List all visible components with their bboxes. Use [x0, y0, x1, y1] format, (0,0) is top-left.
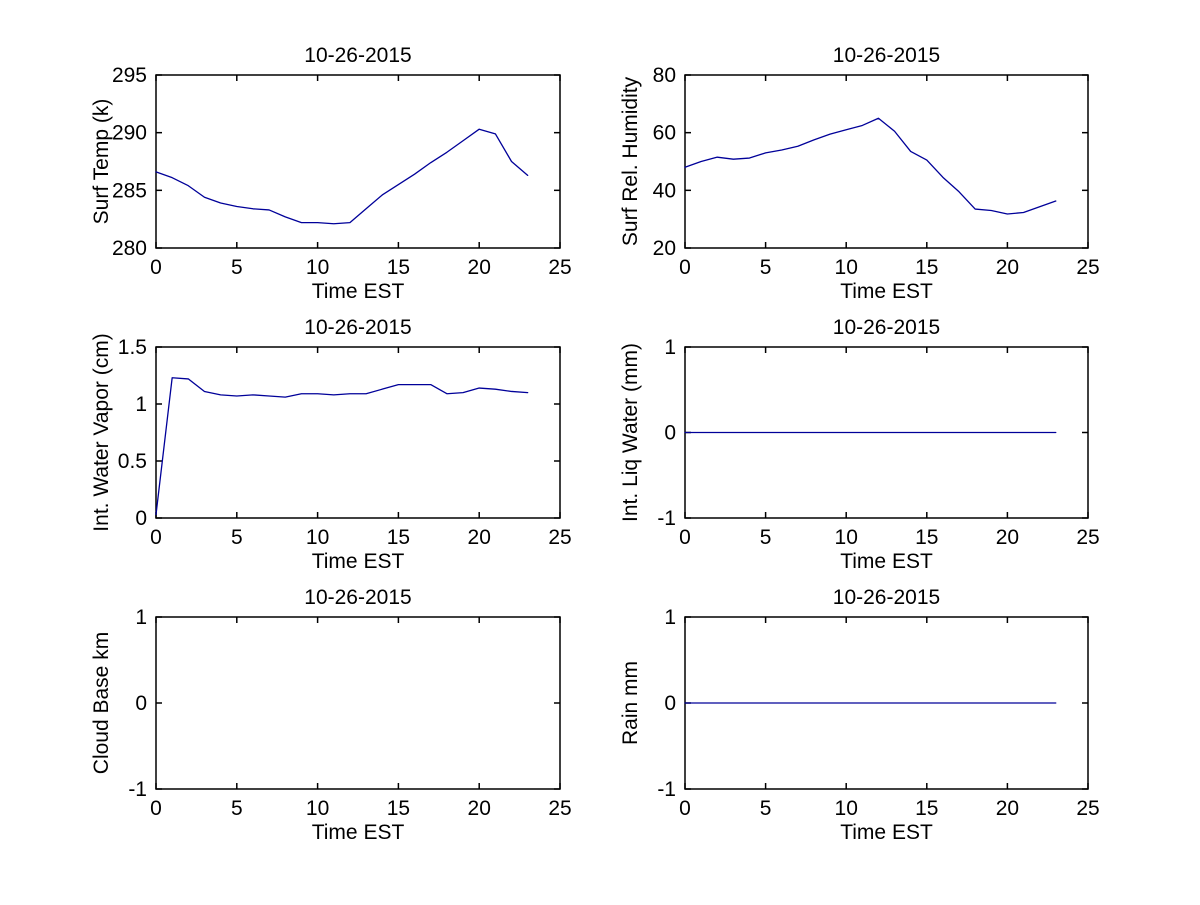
y-tick-label: 0: [664, 422, 676, 445]
axes-box: [155, 74, 561, 249]
x-tick-label: 5: [760, 797, 772, 820]
y-tick-label: 60: [653, 122, 676, 145]
x-tick-label: 10: [835, 526, 858, 549]
y-tick-label: 285: [112, 179, 147, 202]
x-tick-label: 10: [306, 797, 329, 820]
y-tick-label: 1.5: [118, 336, 147, 359]
y-tick-label: 280: [112, 237, 147, 260]
subplot-title: 10-26-2015: [833, 316, 940, 339]
x-tick-label: 20: [468, 797, 491, 820]
x-tick-label: 15: [915, 526, 938, 549]
y-tick-label: -1: [657, 778, 676, 801]
subplot-int-liq-water: 10-26-2015 Time EST Int. Liq Water (mm) 0 5 1…: [619, 316, 1100, 573]
x-tick-label: 15: [915, 797, 938, 820]
y-tick-label: 290: [112, 122, 147, 145]
y-tick-label: -1: [657, 507, 676, 530]
x-tick-label: 5: [760, 526, 772, 549]
x-tick-label: 25: [548, 526, 571, 549]
y-tick-label: 0: [135, 507, 147, 530]
x-tick-label: 5: [231, 256, 243, 279]
x-tick-label: 25: [548, 797, 571, 820]
y-axis-label: Int. Water Vapor (cm): [90, 333, 113, 531]
x-tick-label: 15: [387, 256, 410, 279]
y-tick-label: 0.5: [118, 450, 147, 473]
subplot-surf-temp: 10-26-2015 Time EST Surf Temp (k) 0 5 10 15 20 2…: [90, 44, 572, 303]
y-axis-label: Surf Rel. Humidity: [619, 76, 642, 246]
x-tick-label: 20: [996, 526, 1019, 549]
y-tick-label: 1: [135, 393, 147, 416]
x-tick-label: 20: [996, 256, 1019, 279]
x-tick-label: 0: [150, 526, 162, 549]
x-axis-label: Time EST: [312, 821, 405, 844]
x-tick-label: 10: [306, 256, 329, 279]
y-tick-label: 20: [653, 237, 676, 260]
y-axis-label: Rain mm: [619, 661, 642, 745]
data-line-surf-temp: [155, 128, 529, 225]
y-tick-label: 295: [112, 64, 147, 87]
subplot-title: 10-26-2015: [833, 44, 940, 67]
x-tick-label: 25: [548, 256, 571, 279]
y-tick-label: 80: [653, 64, 676, 87]
x-axis-label: Time EST: [840, 821, 933, 844]
subplot-title: 10-26-2015: [304, 586, 411, 609]
x-tick-label: 5: [760, 256, 772, 279]
x-tick-label: 20: [468, 526, 491, 549]
subplot-title: 10-26-2015: [304, 316, 411, 339]
x-axis-label: Time EST: [312, 550, 405, 573]
subplot-title: 10-26-2015: [304, 44, 411, 67]
y-axis-label: Surf Temp (k): [90, 99, 113, 225]
axes-box: [155, 346, 561, 519]
x-tick-label: 25: [1076, 797, 1099, 820]
x-tick-label: 25: [1076, 256, 1099, 279]
x-tick-label: 20: [468, 256, 491, 279]
x-tick-label: 0: [150, 256, 162, 279]
y-tick-label: 40: [653, 179, 676, 202]
axes-box: [684, 74, 1089, 249]
x-tick-label: 5: [231, 526, 243, 549]
x-tick-label: 10: [306, 526, 329, 549]
y-tick-label: 1: [135, 606, 147, 629]
y-axis-label: Int. Liq Water (mm): [619, 343, 642, 522]
data-line-int-water-vapor: [155, 377, 529, 516]
x-tick-label: 25: [1076, 526, 1099, 549]
y-tick-label: -1: [128, 778, 147, 801]
y-tick-label: 1: [664, 336, 676, 359]
x-tick-label: 15: [915, 256, 938, 279]
x-tick-label: 5: [231, 797, 243, 820]
y-tick-label: 0: [135, 692, 147, 715]
data-line-surf-rel-humidity: [684, 117, 1057, 215]
y-axis-label: Cloud Base km: [90, 632, 113, 774]
axes-box: [155, 616, 561, 790]
y-tick-label: 0: [664, 692, 676, 715]
x-tick-label: 10: [835, 797, 858, 820]
x-tick-label: 0: [150, 797, 162, 820]
x-axis-label: Time EST: [840, 550, 933, 573]
x-tick-label: 0: [679, 526, 691, 549]
x-tick-label: 15: [387, 526, 410, 549]
x-axis-label: Time EST: [840, 280, 933, 303]
x-tick-label: 20: [996, 797, 1019, 820]
x-axis-label: Time EST: [312, 280, 405, 303]
subplot-title: 10-26-2015: [833, 586, 940, 609]
x-tick-label: 0: [679, 797, 691, 820]
x-tick-label: 15: [387, 797, 410, 820]
y-tick-label: 1: [664, 606, 676, 629]
subplot-surf-rel-humidity: 10-26-2015 Time EST Surf Rel. Humidity 0 5 10…: [619, 44, 1100, 303]
x-tick-label: 0: [679, 256, 691, 279]
x-tick-label: 10: [835, 256, 858, 279]
